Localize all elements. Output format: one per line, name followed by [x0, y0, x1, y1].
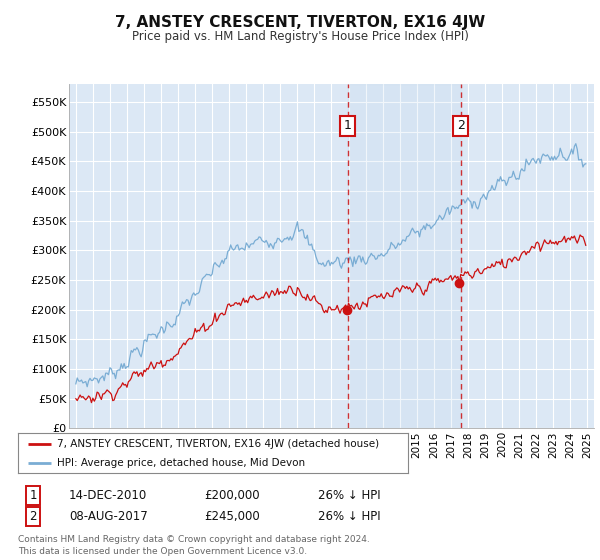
Text: HPI: Average price, detached house, Mid Devon: HPI: Average price, detached house, Mid … — [57, 458, 305, 468]
Text: 14-DEC-2010: 14-DEC-2010 — [69, 489, 147, 502]
Text: £200,000: £200,000 — [204, 489, 260, 502]
Text: 26% ↓ HPI: 26% ↓ HPI — [318, 510, 380, 523]
Text: 08-AUG-2017: 08-AUG-2017 — [69, 510, 148, 523]
Text: 2: 2 — [457, 119, 464, 132]
Text: 1: 1 — [344, 119, 352, 132]
Text: 2: 2 — [29, 510, 37, 523]
Text: 1: 1 — [29, 489, 37, 502]
Bar — [348, 84, 461, 428]
Text: £245,000: £245,000 — [204, 510, 260, 523]
Text: Price paid vs. HM Land Registry's House Price Index (HPI): Price paid vs. HM Land Registry's House … — [131, 30, 469, 44]
Text: 26% ↓ HPI: 26% ↓ HPI — [318, 489, 380, 502]
Text: 7, ANSTEY CRESCENT, TIVERTON, EX16 4JW (detached house): 7, ANSTEY CRESCENT, TIVERTON, EX16 4JW (… — [57, 439, 379, 449]
Text: 7, ANSTEY CRESCENT, TIVERTON, EX16 4JW: 7, ANSTEY CRESCENT, TIVERTON, EX16 4JW — [115, 15, 485, 30]
Text: Contains HM Land Registry data © Crown copyright and database right 2024.
This d: Contains HM Land Registry data © Crown c… — [18, 535, 370, 556]
